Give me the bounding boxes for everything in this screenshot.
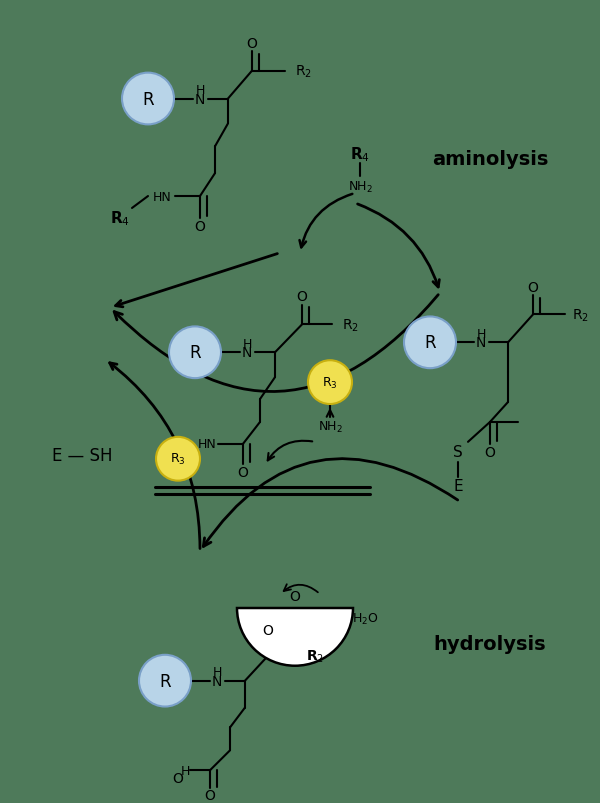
Text: NH$_2$: NH$_2$	[347, 179, 373, 194]
Text: HN: HN	[152, 190, 172, 203]
Text: E: E	[453, 479, 463, 494]
Text: N: N	[476, 336, 486, 350]
Text: H: H	[476, 328, 485, 340]
Text: R: R	[424, 334, 436, 352]
Text: H: H	[181, 764, 190, 777]
Text: O: O	[527, 280, 538, 294]
Circle shape	[308, 361, 352, 405]
Wedge shape	[237, 608, 353, 666]
Text: O: O	[485, 445, 496, 459]
Text: O: O	[173, 771, 184, 785]
Circle shape	[169, 327, 221, 379]
Text: O: O	[205, 788, 215, 802]
Text: H$_2$O: H$_2$O	[352, 610, 378, 626]
Text: R: R	[142, 91, 154, 108]
Text: R$_2$: R$_2$	[306, 648, 324, 664]
Text: R: R	[159, 672, 171, 690]
Circle shape	[404, 317, 456, 369]
Text: H: H	[242, 337, 251, 350]
Circle shape	[122, 74, 174, 125]
Text: R$_3$: R$_3$	[322, 375, 338, 390]
Circle shape	[156, 438, 200, 481]
Circle shape	[139, 655, 191, 707]
Text: N: N	[212, 674, 222, 688]
Text: E — SH: E — SH	[52, 446, 113, 464]
Text: hydrolysis: hydrolysis	[434, 634, 547, 654]
Text: R$_2$: R$_2$	[341, 317, 358, 333]
Text: R: R	[189, 344, 201, 362]
Text: NH$_2$: NH$_2$	[317, 420, 343, 435]
Text: R$_2$: R$_2$	[572, 307, 589, 324]
Text: HN: HN	[197, 438, 217, 450]
Text: S: S	[453, 445, 463, 459]
Text: O: O	[238, 465, 248, 479]
Text: H: H	[196, 84, 205, 97]
Text: H: H	[212, 666, 221, 679]
Text: R$_4$: R$_4$	[110, 210, 130, 228]
Text: O: O	[296, 289, 307, 304]
Text: R$_3$: R$_3$	[170, 451, 186, 467]
Text: O: O	[263, 623, 274, 637]
Text: O: O	[290, 589, 301, 603]
Text: O: O	[247, 37, 257, 51]
Text: N: N	[195, 92, 205, 106]
Text: R$_2$: R$_2$	[295, 63, 311, 79]
Text: R$_4$: R$_4$	[350, 145, 370, 163]
Text: N: N	[242, 346, 252, 360]
Text: aminolysis: aminolysis	[432, 149, 548, 169]
Text: O: O	[194, 219, 205, 234]
